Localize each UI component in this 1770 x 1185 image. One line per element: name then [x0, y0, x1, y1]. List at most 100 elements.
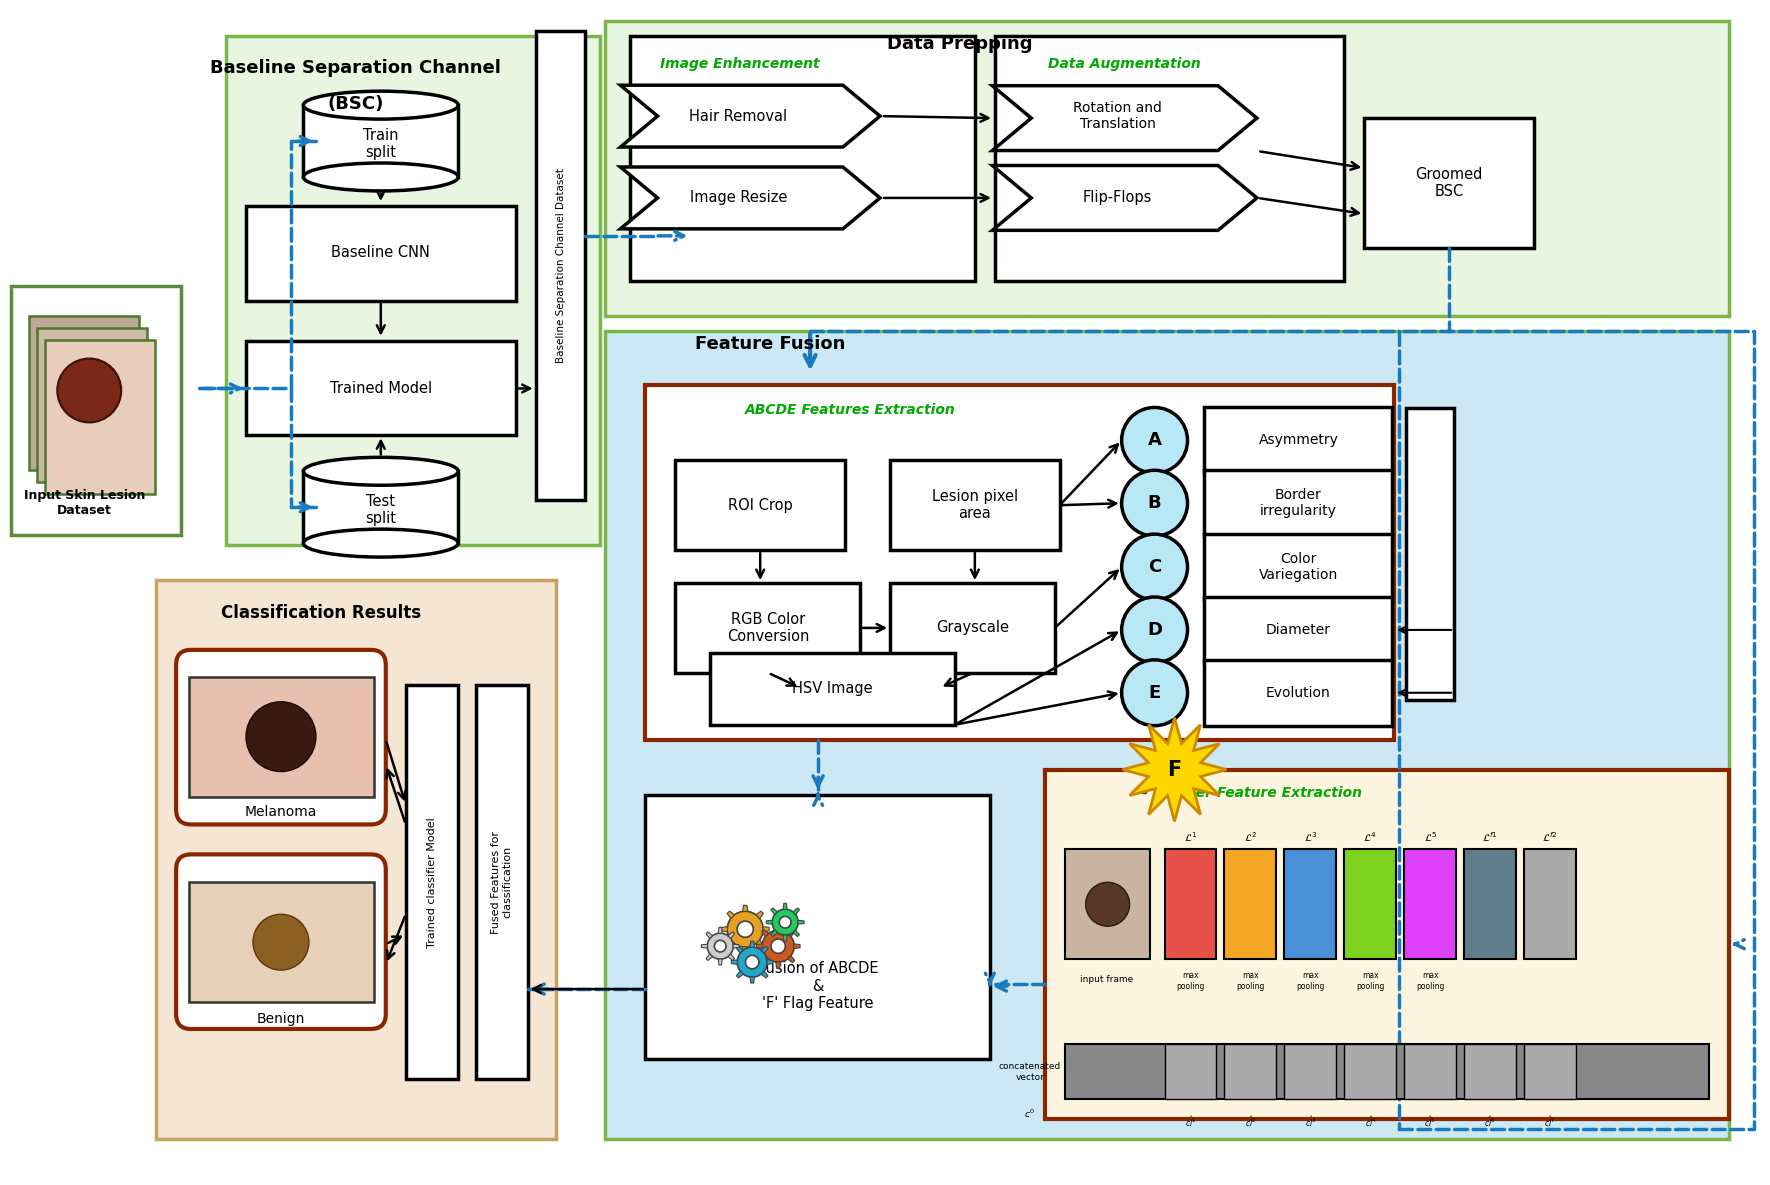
Polygon shape — [761, 971, 768, 978]
Text: ROI Crop: ROI Crop — [727, 498, 793, 513]
Text: RGB Color
Conversion: RGB Color Conversion — [727, 611, 809, 645]
Text: Fused Features for
classification: Fused Features for classification — [490, 831, 512, 934]
Polygon shape — [701, 944, 708, 948]
Bar — [156, 579, 556, 1139]
Bar — [1524, 850, 1575, 959]
Bar — [303, 105, 458, 177]
Circle shape — [57, 359, 120, 422]
Text: $c^0$: $c^0$ — [1025, 1108, 1035, 1120]
Bar — [630, 37, 975, 281]
Bar — [1404, 850, 1457, 959]
Text: $\mathcal{L}^5$: $\mathcal{L}^5$ — [1423, 831, 1437, 845]
Text: Baseline Separation Channel Dataset: Baseline Separation Channel Dataset — [556, 168, 565, 364]
Polygon shape — [727, 911, 735, 918]
Text: Evolution: Evolution — [1266, 686, 1331, 700]
Text: Trained Model: Trained Model — [329, 382, 432, 396]
Polygon shape — [761, 947, 768, 953]
Circle shape — [738, 947, 766, 978]
Text: Test
split: Test split — [365, 494, 396, 526]
Circle shape — [1085, 883, 1129, 927]
Text: Flip-Flops: Flip-Flops — [1083, 191, 1152, 205]
Circle shape — [246, 702, 315, 771]
Text: $\mathcal{L}^{f2}$: $\mathcal{L}^{f2}$ — [1542, 831, 1558, 845]
Bar — [189, 883, 373, 1003]
Text: max
pooling: max pooling — [1235, 972, 1264, 991]
Polygon shape — [772, 908, 777, 915]
Circle shape — [745, 955, 759, 969]
Polygon shape — [798, 921, 804, 924]
Circle shape — [727, 911, 763, 947]
Text: Hair Removal: Hair Removal — [689, 109, 788, 123]
Text: HSV Image: HSV Image — [791, 681, 873, 697]
Bar — [1405, 409, 1455, 700]
Polygon shape — [993, 166, 1257, 230]
Ellipse shape — [303, 457, 458, 485]
Polygon shape — [731, 960, 738, 965]
Text: $\mathcal{L}^4$: $\mathcal{L}^4$ — [1363, 831, 1377, 845]
Text: Image Enhancement: Image Enhancement — [660, 57, 820, 71]
Circle shape — [1122, 660, 1188, 725]
Circle shape — [1122, 408, 1188, 473]
Polygon shape — [736, 947, 743, 953]
Polygon shape — [788, 929, 795, 936]
Polygon shape — [775, 924, 781, 930]
Polygon shape — [795, 943, 800, 948]
Bar — [676, 583, 860, 673]
Text: max
pooling: max pooling — [1296, 972, 1324, 991]
Bar — [37, 327, 147, 482]
Bar — [1285, 1044, 1336, 1098]
Text: $c\hat{l}^6$: $c\hat{l}^6$ — [1485, 1115, 1496, 1129]
Bar — [30, 315, 140, 470]
Bar — [1205, 597, 1393, 662]
Polygon shape — [763, 927, 770, 931]
Polygon shape — [706, 954, 713, 961]
Bar — [1044, 769, 1729, 1119]
Bar — [227, 37, 600, 545]
Text: Melanoma: Melanoma — [244, 806, 317, 820]
Circle shape — [715, 941, 726, 952]
Text: Baseline Separation Channel: Baseline Separation Channel — [211, 59, 501, 77]
Text: $c\hat{l}^1$: $c\hat{l}^1$ — [1184, 1115, 1197, 1129]
Bar — [246, 206, 515, 301]
Polygon shape — [621, 167, 880, 229]
Text: ABCDE Features Extraction: ABCDE Features Extraction — [745, 403, 956, 417]
Polygon shape — [727, 940, 735, 947]
Bar — [1343, 850, 1397, 959]
Text: Asymmetry: Asymmetry — [1258, 434, 1338, 448]
FancyBboxPatch shape — [175, 854, 386, 1029]
FancyBboxPatch shape — [175, 649, 386, 825]
Bar — [1165, 1044, 1216, 1098]
Circle shape — [779, 916, 791, 928]
Text: Input Skin Lesion
Dataset: Input Skin Lesion Dataset — [23, 489, 145, 517]
Bar — [303, 472, 458, 543]
Text: C: C — [1149, 558, 1161, 576]
Bar — [189, 677, 373, 796]
Circle shape — [736, 921, 754, 937]
Bar — [646, 385, 1395, 739]
Polygon shape — [621, 85, 880, 147]
Ellipse shape — [303, 91, 458, 120]
Polygon shape — [727, 931, 735, 939]
Circle shape — [1122, 534, 1188, 600]
Bar — [46, 340, 156, 494]
Text: $\mathcal{L}^3$: $\mathcal{L}^3$ — [1304, 831, 1317, 845]
Bar — [536, 31, 586, 500]
Bar — [11, 286, 181, 536]
Circle shape — [772, 939, 786, 954]
Text: B: B — [1147, 494, 1161, 512]
Text: max
pooling: max pooling — [1177, 972, 1205, 991]
Polygon shape — [750, 976, 754, 984]
Polygon shape — [736, 971, 743, 978]
Text: $\mathcal{L}^2$: $\mathcal{L}^2$ — [1244, 831, 1257, 845]
Text: $\mathcal{L}^1$: $\mathcal{L}^1$ — [1184, 831, 1197, 845]
Polygon shape — [772, 930, 777, 936]
Text: Data Prepping: Data Prepping — [887, 36, 1032, 53]
Text: Grayscale: Grayscale — [936, 621, 1009, 635]
Polygon shape — [743, 905, 749, 911]
Text: max
pooling: max pooling — [1356, 972, 1384, 991]
Polygon shape — [727, 954, 735, 961]
Polygon shape — [743, 947, 749, 953]
Bar — [1524, 1044, 1575, 1098]
Text: Data Augmentation: Data Augmentation — [1048, 57, 1202, 71]
Polygon shape — [761, 955, 768, 962]
